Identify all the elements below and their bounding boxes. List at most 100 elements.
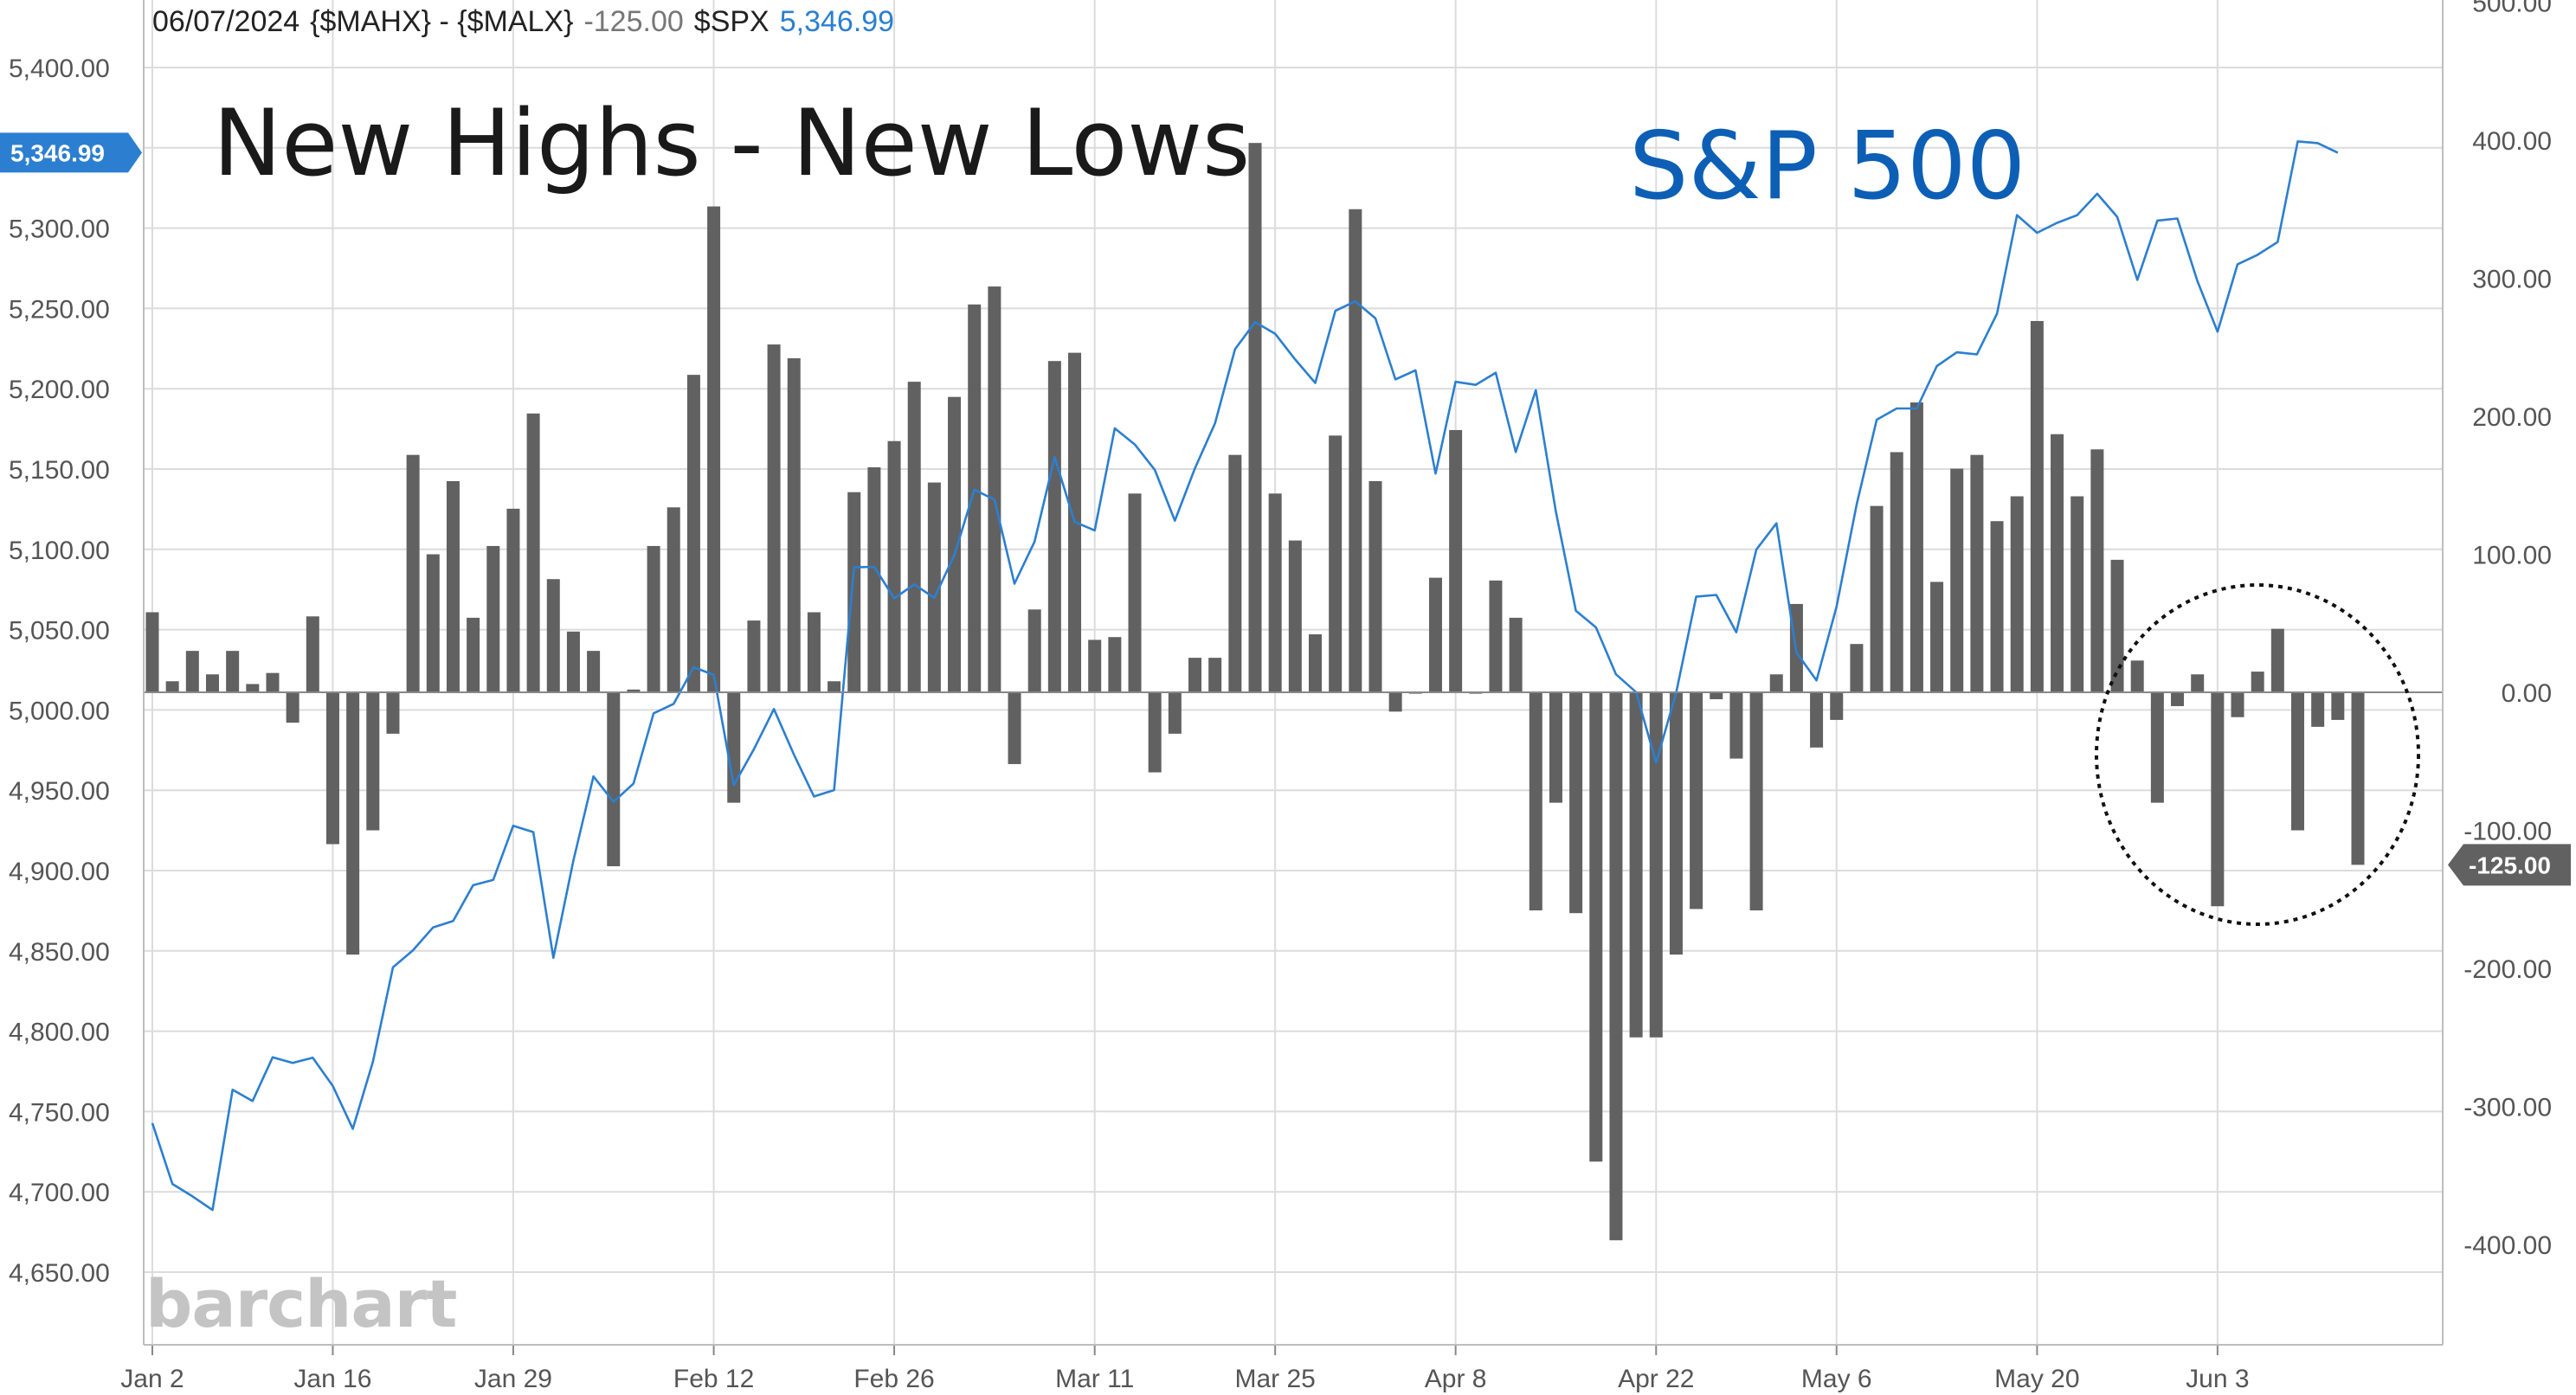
right-axis-labels: 500.00 400.00 300.00 200.00 100.00 0.00 -100.0… [2463, 0, 2552, 1260]
x-tick-label: Mar 11 [1055, 1365, 1134, 1393]
bar [1368, 480, 1382, 692]
x-tick-label: Apr 8 [1425, 1365, 1487, 1393]
spx-line [151, 140, 2339, 1212]
x-tick-label: Jun 3 [2186, 1365, 2249, 1393]
bar [546, 579, 560, 692]
bar [1990, 521, 2004, 692]
bar [1248, 143, 1262, 692]
bar [1148, 692, 1162, 773]
bar [1108, 637, 1122, 692]
bar [467, 617, 480, 692]
bar [1569, 692, 1583, 914]
bar [2291, 692, 2305, 831]
x-tick-label: May 6 [1801, 1365, 1872, 1393]
bar [426, 554, 440, 692]
bar [226, 651, 240, 692]
bar [607, 692, 621, 866]
bar [325, 692, 339, 845]
bar [828, 681, 841, 692]
bar [1769, 674, 1783, 692]
chart-header: 06/07/2024 {$MAHX} - {$MALX} -125.00 $SPX 5,… [152, 5, 905, 39]
bar [787, 358, 801, 692]
bar [1208, 658, 1222, 692]
diff-last-badge-text: -125.00 [2469, 852, 2551, 878]
bar [406, 454, 420, 692]
bar [887, 440, 901, 692]
left-tick-label: 4,950.00 [9, 777, 110, 806]
bar [2231, 692, 2244, 717]
bar [1669, 692, 1683, 955]
bar [346, 692, 360, 955]
header-date: 06/07/2024 [152, 5, 300, 38]
bar [2150, 692, 2164, 803]
bar-series [145, 143, 2365, 1241]
bar [807, 612, 821, 692]
bar [2030, 320, 2044, 692]
bar [686, 375, 700, 692]
header-spx-value: 5,346.99 [779, 5, 895, 38]
bar [747, 620, 761, 692]
x-tick-label: Jan 16 [293, 1365, 371, 1393]
bar [526, 413, 540, 692]
bar [2090, 449, 2104, 692]
bar [486, 545, 500, 692]
bar [2191, 674, 2205, 692]
spx-last-badge-text: 5,346.99 [10, 139, 105, 166]
bar [506, 508, 520, 692]
x-tick-label: Jan 29 [474, 1365, 552, 1393]
bar [2110, 559, 2124, 692]
bar [2171, 692, 2185, 706]
plot-frame [143, 0, 2444, 1346]
x-tick-label: Jan 2 [120, 1365, 184, 1393]
bar [2211, 692, 2225, 907]
left-tick-label: 5,200.00 [9, 376, 110, 404]
bar [1649, 692, 1663, 1038]
left-tick-label: 5,100.00 [9, 537, 110, 565]
bar [2070, 496, 2084, 692]
bar [1850, 644, 1864, 692]
header-expression: {$MAHX} - {$MALX} [310, 5, 574, 38]
bar [647, 545, 660, 692]
header-spx-label: $SPX [693, 5, 770, 38]
barchart-watermark-logo: barchart [145, 1265, 457, 1342]
right-tick-label: -400.00 [2463, 1231, 2552, 1260]
left-tick-label: 4,700.00 [9, 1179, 110, 1207]
bar [2351, 692, 2365, 865]
bar [1288, 540, 1302, 692]
diff-last-badge-shape [2448, 844, 2571, 886]
bar [1970, 454, 1984, 692]
left-tick-label: 4,750.00 [9, 1098, 110, 1127]
x-tick-label: Apr 22 [1618, 1365, 1694, 1393]
left-tick-label: 4,900.00 [9, 858, 110, 886]
right-tick-label: 400.00 [2472, 127, 2552, 156]
bar [2010, 496, 2024, 692]
bar [1710, 692, 1723, 699]
x-axis-labels: Jan 2 Jan 16 Jan 29 Feb 12 Feb 26 Mar 11 Mar 2… [120, 1345, 2250, 1393]
right-tick-label: -200.00 [2463, 955, 2552, 984]
right-tick-label: 300.00 [2472, 266, 2552, 294]
bar [286, 692, 299, 723]
x-tick-label: Mar 25 [1234, 1365, 1315, 1393]
bar [1027, 609, 1041, 692]
x-tick-label: May 20 [1994, 1365, 2079, 1393]
right-tick-label: 100.00 [2472, 542, 2552, 570]
highlight-circle [2095, 583, 2420, 926]
bar [1228, 454, 1242, 692]
bar [707, 206, 721, 692]
bar [1329, 435, 1343, 692]
left-axis-labels: 5,400.005,350.005,300.005,250.005,200.00… [9, 55, 110, 1288]
left-tick-label: 4,650.00 [9, 1259, 110, 1288]
bar [306, 616, 319, 692]
left-tick-label: 5,050.00 [9, 617, 110, 646]
x-tick-label: Feb 12 [673, 1365, 754, 1393]
left-tick-label: 5,400.00 [9, 55, 110, 83]
bar [2251, 672, 2264, 692]
bar [2311, 692, 2325, 727]
x-tick-label: Feb 26 [853, 1365, 934, 1393]
bar [847, 492, 861, 692]
right-tick-label: 500.00 [2472, 0, 2552, 18]
bar [2130, 660, 2144, 692]
left-tick-label: 5,000.00 [9, 697, 110, 725]
bar [968, 304, 982, 692]
